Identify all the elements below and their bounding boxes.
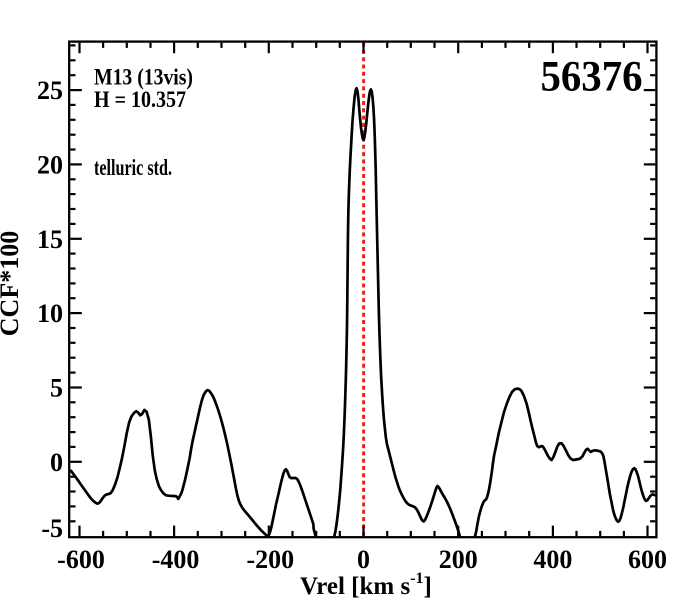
svg-text:M13 (13vis): M13 (13vis) bbox=[94, 65, 193, 90]
svg-text:-600: -600 bbox=[57, 545, 105, 574]
svg-text:20: 20 bbox=[37, 150, 63, 179]
svg-text:Vrel [km s-1]: Vrel [km s-1] bbox=[300, 570, 432, 600]
svg-text:0: 0 bbox=[50, 448, 63, 477]
svg-text:400: 400 bbox=[533, 545, 572, 574]
svg-text:-400: -400 bbox=[152, 545, 200, 574]
svg-text:25: 25 bbox=[37, 76, 63, 105]
svg-text:0: 0 bbox=[357, 545, 370, 574]
svg-text:56376: 56376 bbox=[541, 54, 643, 101]
svg-text:telluric std.: telluric std. bbox=[94, 155, 172, 180]
svg-text:10: 10 bbox=[37, 299, 63, 328]
svg-text:H = 10.357: H = 10.357 bbox=[94, 87, 186, 112]
svg-text:-5: -5 bbox=[41, 514, 63, 543]
svg-text:200: 200 bbox=[439, 545, 478, 574]
svg-text:-200: -200 bbox=[246, 545, 294, 574]
svg-text:600: 600 bbox=[628, 545, 667, 574]
svg-text:5: 5 bbox=[50, 374, 63, 403]
svg-text:CCF*100: CCF*100 bbox=[0, 231, 24, 336]
svg-text:15: 15 bbox=[37, 225, 63, 254]
